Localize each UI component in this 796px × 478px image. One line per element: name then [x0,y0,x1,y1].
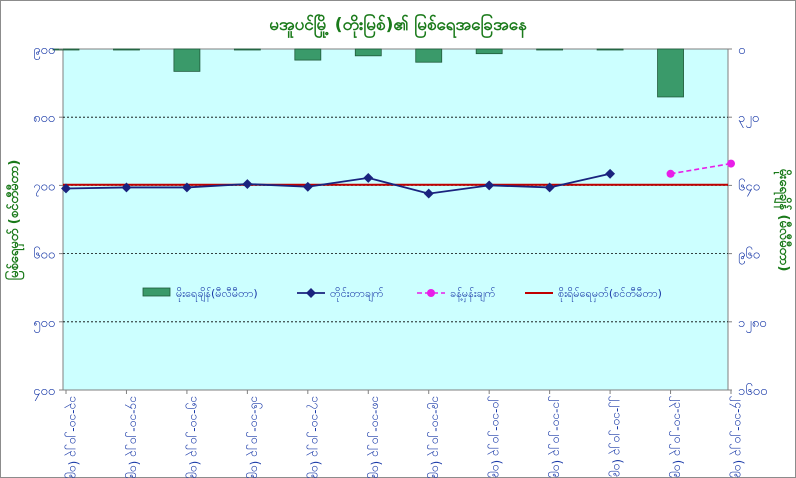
legend: မိုးရေချိန်(မီလီမီတာ) တိုင်းတာချက် ခန့်မှန… [142,287,662,302]
measured-point [302,181,313,192]
measured-point [363,172,374,183]
measured-point [181,182,192,193]
left-tick-label: ၄၀၀ [33,384,55,401]
right-tick-label: ၆၄၀ [738,178,760,196]
x-tick-label: ၂၃-၁၀-၂၀၂၃ (၀၉:၃၀) [669,396,686,478]
rainfall-bar [475,48,503,55]
measured-point [484,180,495,191]
x-tick-label: ၂၂-၁၀-၂၀၂၃ (၀၉:၃၀) [608,396,625,478]
forecast-polyline [670,162,732,175]
forecast-point [727,159,735,168]
rainfall-bar [657,48,684,98]
right-tick-label: ၁၂၈၀ [738,316,766,333]
forecast-line [666,159,735,178]
left-tick-label: ၇၀၀ [33,179,55,196]
rainfall-bar [354,48,382,57]
left-tick-label: ၆၀၀ [33,247,55,263]
right-tick-label: ၁၆၀၀ [738,383,767,399]
measured-point [61,183,71,194]
measured-point [605,168,616,179]
left-tick-label: ၈၀၀ [33,111,55,126]
rainfall-bar [294,48,322,61]
measured-polyline [65,172,611,195]
right-tick-label: ၉၆၀ [738,247,760,265]
x-tick-label: ၁၈-၁၀-၂၀၂၃ (၀၉:၃၀) [366,396,383,478]
left-tick-label: ၅၀၀ [33,316,55,333]
measured-line [61,168,616,199]
rainfall-bar [596,48,624,51]
rainfall-bar [113,48,140,51]
legend-label: မိုးရေချိန်(မီလီမီတာ) [176,287,258,302]
rainfall-bar [536,48,564,51]
measured-point [121,182,132,193]
rainfall-bars [52,48,684,98]
x-tick-label: ၂၀-၁၀-၂၀၂၃ (၀၉:၃၀) [487,396,504,478]
rainfall-bar [233,48,261,51]
x-axis-ticks: ၁၃-၁၀-၂၀၂၃ (၀၉:၃၀) ၁၄-၁၀-၂၀၂၃ (၀၉:၃၀) ၁၅-၁… [64,390,746,478]
x-tick-label: ၁၇-၁၀-၂၀၂၃ (၀၉:၃၀) [306,396,323,478]
legend-label: စိုးရိမ်ရေမှတ်(စင်တီမီတာ) [558,287,662,302]
rainfall-bar [52,48,80,51]
forecast-point [666,169,675,178]
x-tick-label: ၁၉-၁၀-၂၀၂၃ (၀၉:၃၀) [427,396,444,478]
legend-label: တိုင်းတာချက် [330,287,384,302]
x-tick-label: ၂၄-၁၀-၂၀၂၃ (၀၉:၃၀) [729,396,746,478]
right-tick-label: ၃၂၀ [738,111,759,128]
measured-point [242,179,253,189]
right-tick-label: ၀ [738,43,745,58]
rainfall-bar [415,48,443,63]
x-tick-label: ၁၆-၁၀-၂၀၂၃ (၀၉:၃၀) [245,396,263,478]
x-tick-label: ၁၄-၁၀-၂၀၂၃ (၀၉:၃၀) [124,396,141,478]
legend-marker-measured [306,288,316,298]
measured-point [544,182,555,193]
left-tick-label: ၉၀၀ [33,43,55,60]
rainfall-bar [173,48,201,72]
x-tick-label: ၁၃-၁၀-၂၀၂၃ (၀၉:၃၀) [64,396,81,478]
right-axis-title: မိုးရေချိန် (မီလီမီတာ) [773,169,793,272]
left-axis-title: မြစ်ရေမှတ် (စင်တီမီတာ) [4,160,25,281]
legend-label: ခန့်မှန်းချက် [450,287,496,302]
plot-area [62,48,729,391]
x-tick-label: ၂၁-၁၀-၂၀၂၃ (၀၉:၃၀) [548,396,565,478]
x-tick-label: ၁၅-၁၀-၂၀၂၃ (၀၉:၃၀) [185,396,202,478]
legend-swatch-rainfall [142,287,171,297]
legend-marker-forecast [427,289,435,297]
chart-title: မအူပင်မြို့ (တိုးမြစ်)၏ မြစ်ရေအခြေအနေ [269,12,527,39]
measured-point [423,188,434,199]
